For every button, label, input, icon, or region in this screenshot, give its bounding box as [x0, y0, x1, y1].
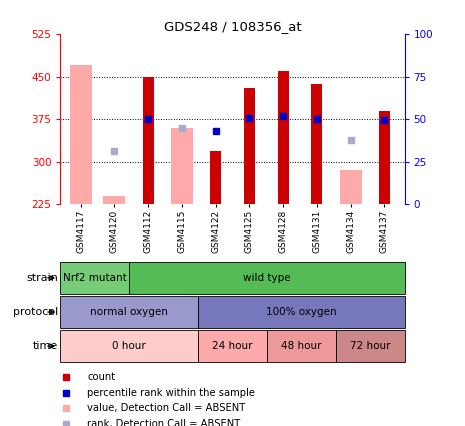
Bar	[198, 330, 267, 362]
Bar	[60, 296, 198, 328]
Text: Nrf2 mutant: Nrf2 mutant	[63, 273, 127, 283]
Text: percentile rank within the sample: percentile rank within the sample	[87, 388, 255, 397]
Text: time: time	[33, 341, 58, 351]
Text: 48 hour: 48 hour	[281, 341, 322, 351]
Bar	[198, 296, 405, 328]
Bar	[379, 111, 390, 204]
Text: value, Detection Call = ABSENT: value, Detection Call = ABSENT	[87, 403, 246, 413]
Text: 0 hour: 0 hour	[113, 341, 146, 351]
Bar	[244, 88, 255, 204]
Text: count: count	[87, 372, 115, 382]
Text: rank, Detection Call = ABSENT: rank, Detection Call = ABSENT	[87, 419, 241, 426]
Bar	[129, 262, 405, 294]
Text: protocol: protocol	[13, 307, 58, 317]
Bar	[210, 150, 221, 204]
Text: strain: strain	[26, 273, 58, 283]
Bar	[143, 77, 153, 204]
Bar	[104, 196, 126, 204]
Bar	[339, 170, 362, 204]
Title: GDS248 / 108356_at: GDS248 / 108356_at	[164, 20, 301, 33]
Bar	[312, 84, 322, 204]
Text: 72 hour: 72 hour	[350, 341, 391, 351]
Bar	[267, 330, 336, 362]
Text: 100% oxygen: 100% oxygen	[266, 307, 337, 317]
Bar	[336, 330, 405, 362]
Bar	[278, 71, 288, 204]
Text: 24 hour: 24 hour	[212, 341, 253, 351]
Text: wild type: wild type	[243, 273, 291, 283]
Bar	[60, 330, 198, 362]
Bar	[70, 65, 92, 204]
Bar	[171, 128, 193, 204]
Bar	[60, 262, 129, 294]
Text: normal oxygen: normal oxygen	[90, 307, 168, 317]
